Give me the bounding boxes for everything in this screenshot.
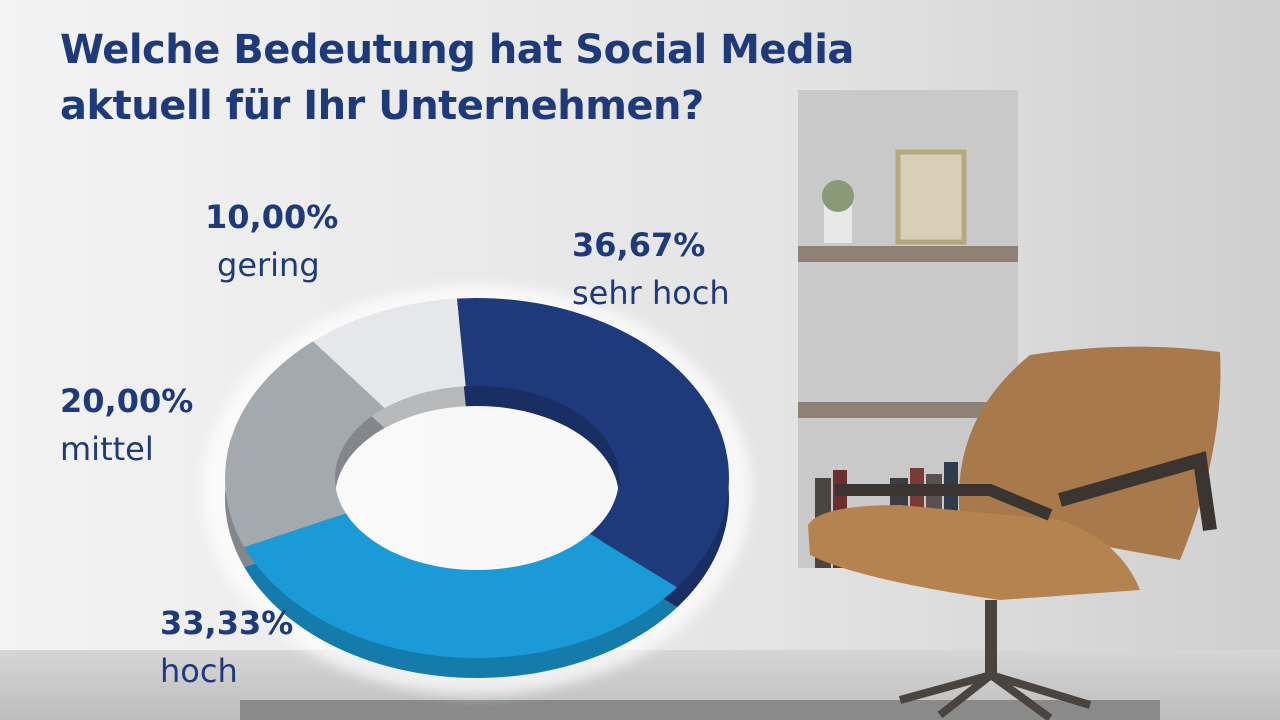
value-label: 33,33% (160, 604, 293, 642)
category-label: mittel (60, 430, 154, 468)
shelf (798, 402, 1018, 418)
slice (225, 341, 385, 548)
chart-title: Welche Bedeutung hat Social Media aktuel… (60, 27, 854, 129)
value-label: 20,00% (60, 382, 193, 420)
category-label: sehr hoch (572, 274, 730, 312)
category-label: gering (217, 246, 320, 284)
slice (244, 513, 678, 658)
value-label: 36,67% (572, 226, 705, 264)
rug (240, 700, 1160, 720)
shelf (798, 246, 1018, 262)
armchair (808, 346, 1221, 720)
value-label: 10,00% (205, 198, 338, 236)
slice (456, 298, 729, 588)
plant (822, 180, 854, 212)
picture-frame (895, 149, 967, 245)
slice (313, 298, 466, 409)
category-label: hoch (160, 652, 238, 690)
